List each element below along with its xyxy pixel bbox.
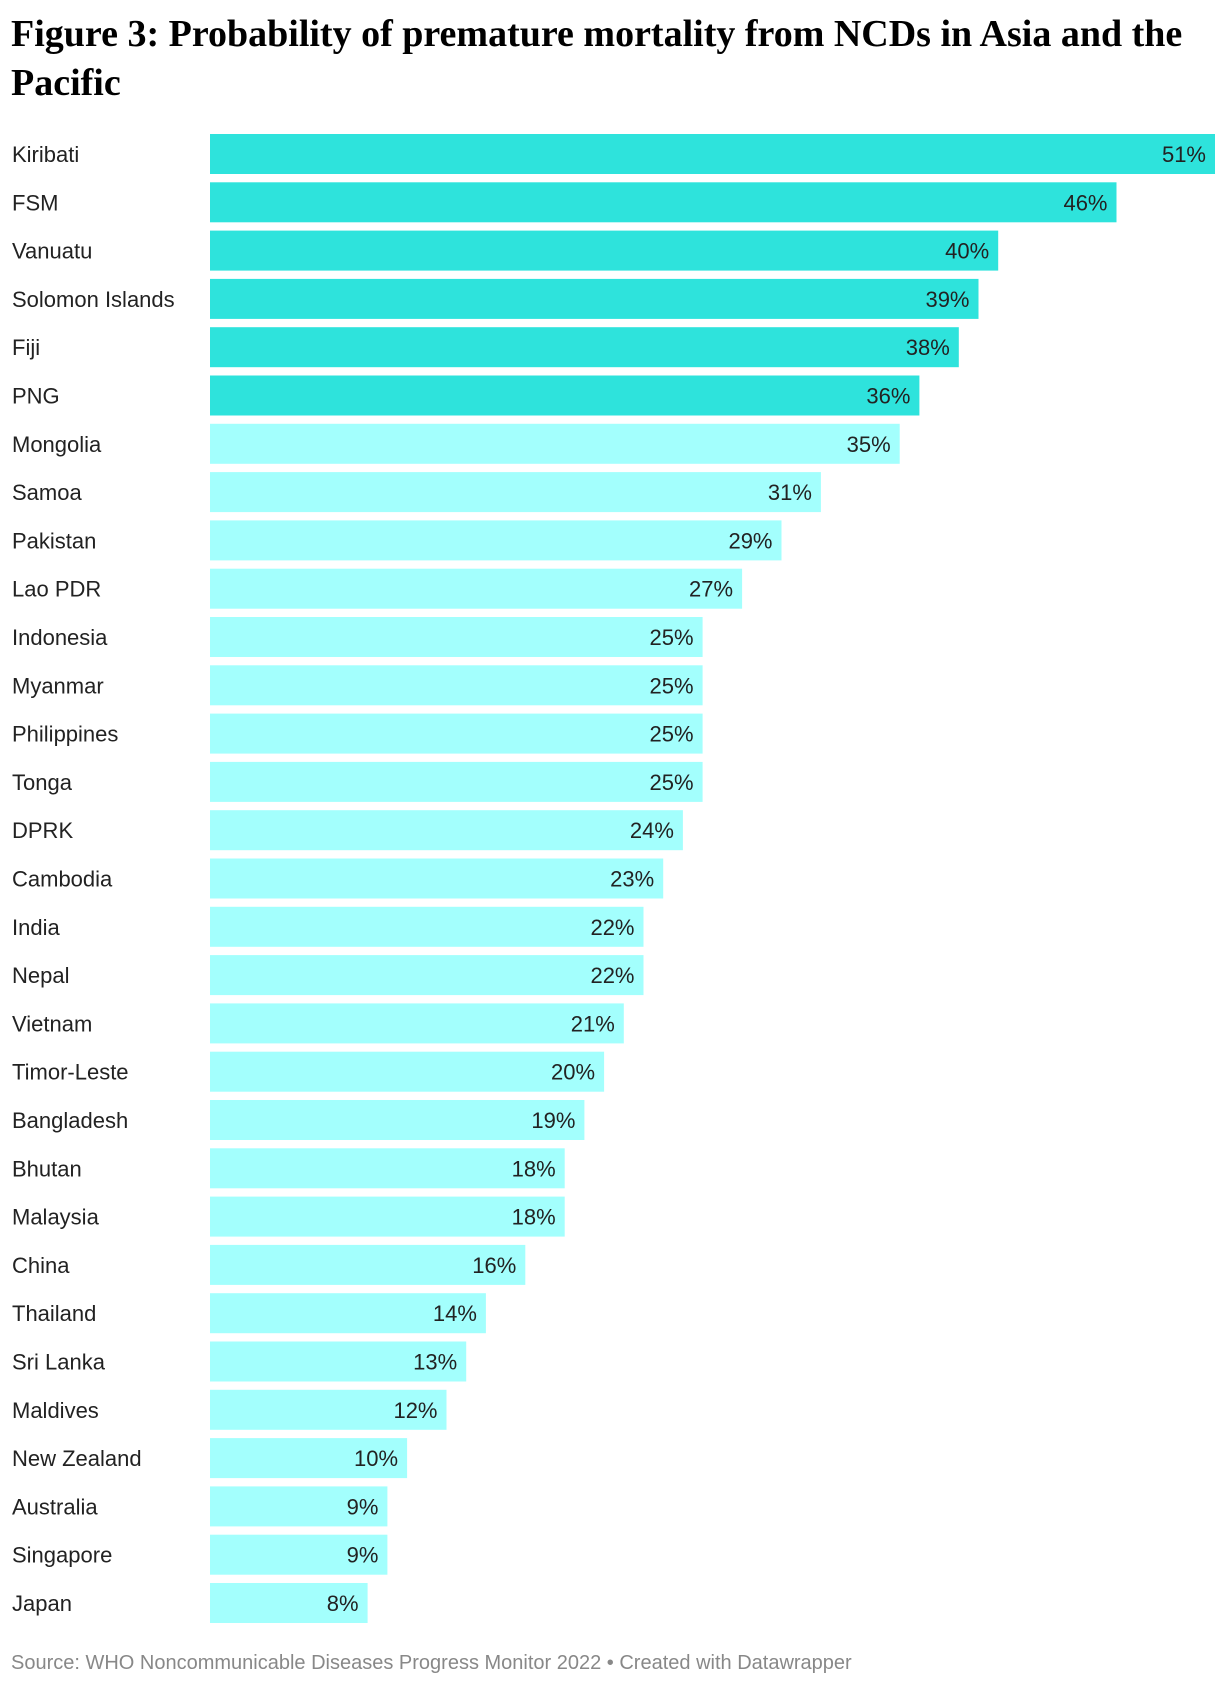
bar-australia	[210, 1486, 388, 1527]
value-label: 25%	[650, 673, 694, 698]
bar-dprk	[210, 810, 683, 851]
bar-vietnam	[210, 1003, 624, 1044]
bar-samoa	[210, 472, 821, 513]
value-label: 18%	[512, 1205, 556, 1230]
bar-kiribati	[210, 134, 1215, 174]
value-label: 23%	[610, 867, 654, 892]
source-note: Source: WHO Noncommunicable Diseases Pro…	[11, 1652, 852, 1674]
country-label: Sri Lanka	[12, 1350, 106, 1375]
country-label: Maldives	[12, 1398, 99, 1423]
bar-maldives	[210, 1389, 447, 1430]
country-label: Timor-Leste	[12, 1060, 129, 1085]
bar-png	[210, 375, 920, 416]
country-label: China	[12, 1253, 70, 1278]
bar-mongolia	[210, 423, 900, 464]
bar-vanuatu	[210, 230, 999, 271]
value-label: 13%	[413, 1350, 457, 1375]
bar-bangladesh	[210, 1100, 585, 1140]
country-label: Australia	[12, 1494, 98, 1519]
value-label: 31%	[768, 480, 812, 505]
value-label: 21%	[571, 1011, 615, 1036]
country-label: New Zealand	[12, 1446, 142, 1471]
value-label: 36%	[866, 384, 910, 409]
country-label: Nepal	[12, 963, 69, 988]
bar-malaysia	[210, 1196, 565, 1237]
country-label: Pakistan	[12, 528, 96, 553]
country-label: Japan	[12, 1591, 72, 1616]
value-label: 25%	[650, 770, 694, 795]
value-label: 25%	[650, 625, 694, 650]
country-label: Myanmar	[12, 673, 104, 698]
chart-title: Figure 3: Probability of premature morta…	[11, 13, 1183, 104]
country-label: Tonga	[12, 770, 73, 795]
country-label: Bangladesh	[12, 1108, 128, 1133]
country-label: India	[12, 915, 60, 940]
bar-singapore	[210, 1534, 388, 1575]
bar-indonesia	[210, 617, 703, 657]
country-label: PNG	[12, 384, 60, 409]
country-label: Bhutan	[12, 1156, 82, 1181]
bars-group	[210, 134, 1215, 1623]
bar-sri-lanka	[210, 1341, 467, 1382]
bar-india	[210, 906, 644, 947]
value-label: 19%	[531, 1108, 575, 1133]
bar-lao-pdr	[210, 568, 743, 609]
bar-tonga	[210, 761, 703, 802]
value-label: 29%	[728, 528, 772, 553]
value-label: 39%	[925, 287, 969, 312]
bar-myanmar	[210, 665, 703, 706]
bar-bhutan	[210, 1148, 565, 1189]
value-label: 51%	[1162, 142, 1206, 167]
value-label: 24%	[630, 818, 674, 843]
country-label: Mongolia	[12, 432, 102, 457]
value-label: 16%	[472, 1253, 516, 1278]
bar-solomon-islands	[210, 278, 979, 319]
country-label: DPRK	[12, 818, 73, 843]
bar-cambodia	[210, 858, 664, 899]
country-label: Vietnam	[12, 1011, 92, 1036]
value-label: 46%	[1063, 190, 1107, 215]
bar-new-zealand	[210, 1438, 408, 1479]
value-label: 9%	[347, 1494, 379, 1519]
country-label: Singapore	[12, 1543, 112, 1568]
value-label: 10%	[354, 1446, 398, 1471]
bar-china	[210, 1244, 526, 1285]
value-label: 12%	[393, 1398, 437, 1423]
country-label: Lao PDR	[12, 577, 101, 602]
bar-pakistan	[210, 520, 782, 561]
country-label: Solomon Islands	[12, 287, 175, 312]
value-label: 38%	[906, 335, 950, 360]
value-label: 9%	[347, 1543, 379, 1568]
bar-fiji	[210, 327, 959, 368]
country-label: Kiribati	[12, 142, 79, 167]
value-label: 8%	[327, 1591, 359, 1616]
value-label: 20%	[551, 1060, 595, 1085]
country-label: Samoa	[12, 480, 82, 505]
value-label: 27%	[689, 577, 733, 602]
country-label: Vanuatu	[12, 239, 92, 264]
bar-timor-leste	[210, 1051, 605, 1092]
country-label: Philippines	[12, 722, 118, 747]
value-label: 22%	[590, 915, 634, 940]
value-label: 40%	[945, 239, 989, 264]
bar-philippines	[210, 713, 703, 754]
country-label: Indonesia	[12, 625, 108, 650]
country-label: Thailand	[12, 1301, 96, 1326]
value-labels-group: 51% 46% 40% 39% 38% 36% 35% 31% 29% 27% 25% 25% 25% 2…	[327, 142, 1206, 1616]
value-label: 22%	[590, 963, 634, 988]
country-label: Cambodia	[12, 867, 113, 892]
bar-nepal	[210, 955, 644, 996]
country-labels-group: Kiribati FSM Vanuatu Solomon Islands Fiji PNG…	[12, 142, 175, 1616]
value-label: 25%	[650, 722, 694, 747]
bar-fsm	[210, 182, 1117, 223]
country-label: FSM	[12, 190, 58, 215]
country-label: Malaysia	[12, 1205, 100, 1230]
country-label: Fiji	[12, 335, 40, 360]
bar-thailand	[210, 1293, 486, 1334]
value-label: 35%	[847, 432, 891, 457]
value-label: 14%	[433, 1301, 477, 1326]
value-label: 18%	[512, 1156, 556, 1181]
bar-japan	[210, 1583, 368, 1623]
